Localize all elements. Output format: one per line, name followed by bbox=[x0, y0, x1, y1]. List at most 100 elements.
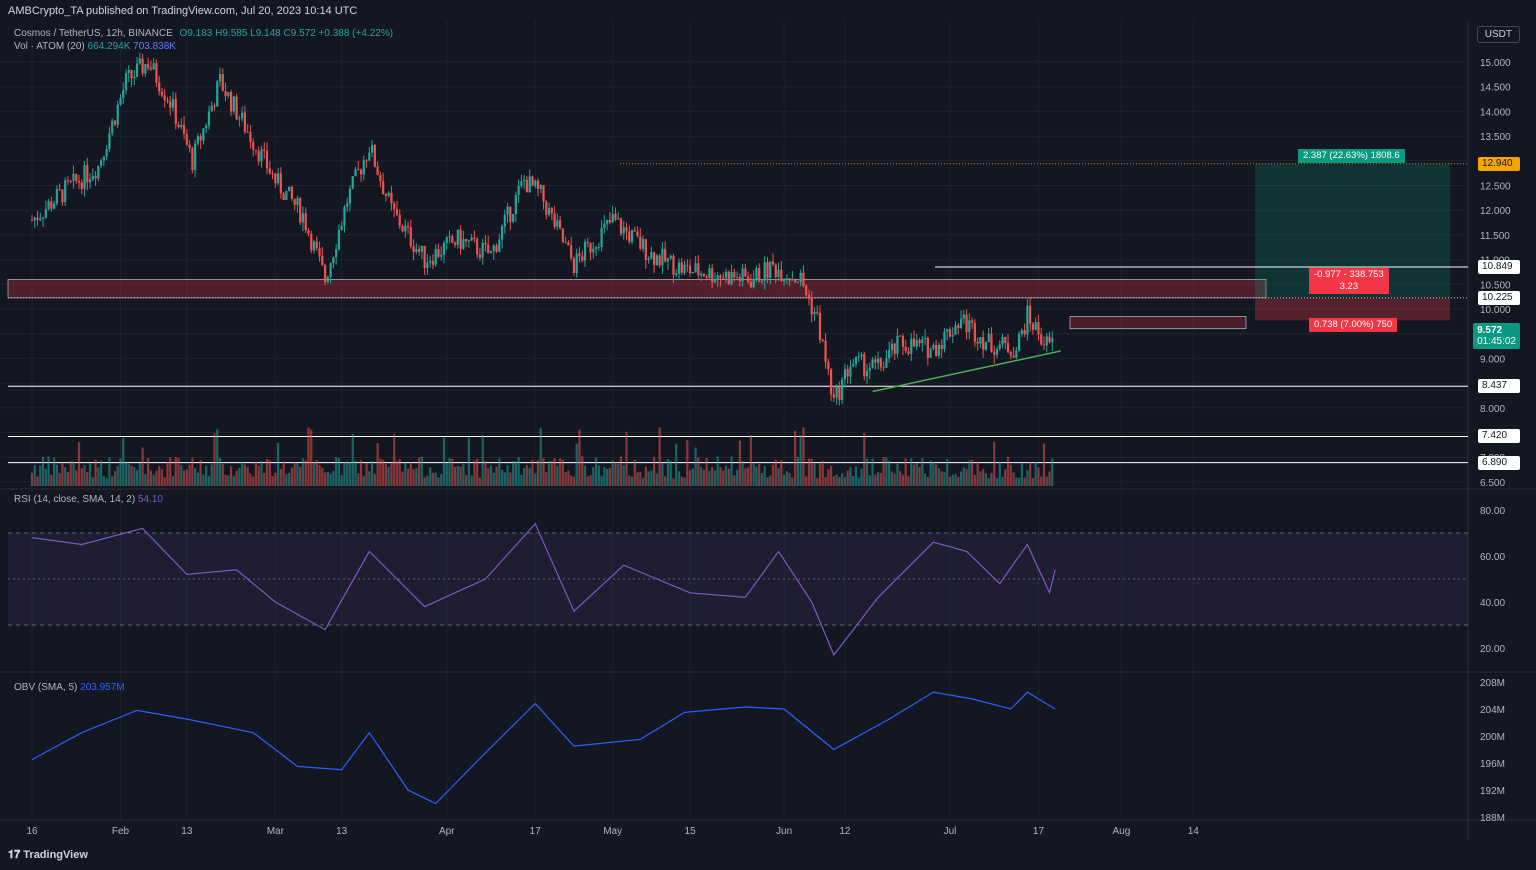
volume-bar bbox=[570, 475, 573, 486]
volume-bar bbox=[335, 457, 338, 486]
candle-body bbox=[451, 236, 454, 243]
volume-bar bbox=[921, 458, 924, 486]
volume-bar bbox=[926, 477, 929, 486]
volume-bar bbox=[841, 473, 844, 486]
time-tick-label: Aug bbox=[1113, 826, 1131, 837]
candle-body bbox=[241, 112, 244, 119]
candle-body bbox=[984, 342, 988, 350]
candle-body bbox=[434, 249, 437, 265]
candle-body bbox=[561, 228, 564, 242]
volume-bar bbox=[340, 475, 343, 486]
volume-bar bbox=[829, 465, 833, 486]
volume-bar bbox=[824, 477, 827, 486]
candle-body bbox=[406, 226, 410, 228]
volume-bar bbox=[664, 476, 667, 486]
price-tick-label: 6.500 bbox=[1480, 478, 1505, 489]
candle-body bbox=[583, 241, 587, 261]
volume-bar bbox=[323, 472, 327, 486]
candle-body bbox=[680, 262, 683, 273]
risk-reward-label[interactable]: -0.977 - 338.753 3.23 bbox=[1309, 268, 1389, 294]
candle-body bbox=[105, 149, 108, 157]
volume-bar bbox=[293, 462, 296, 486]
obv-value: 203.957M bbox=[80, 682, 125, 693]
volume-bar bbox=[661, 462, 664, 486]
candle-body bbox=[379, 175, 382, 182]
candle-body bbox=[567, 242, 570, 246]
candle-body bbox=[315, 241, 318, 249]
time-tick-label: 16 bbox=[26, 826, 38, 837]
candle-body bbox=[769, 261, 772, 278]
volume-bar bbox=[440, 474, 443, 486]
volume-legend[interactable]: Vol · ATOM (20) 664.294K 703.838K bbox=[14, 41, 176, 52]
time-tick-label: 14 bbox=[1188, 826, 1200, 837]
target-label[interactable]: 2.387 (22.63%) 1808.6 bbox=[1298, 149, 1405, 163]
bar-countdown: 01:45:02 bbox=[1477, 336, 1516, 347]
candle-body bbox=[487, 244, 490, 254]
candle-body bbox=[1009, 352, 1012, 356]
candle-body bbox=[691, 271, 694, 274]
obv-legend[interactable]: OBV (SMA, 5) 203.957M bbox=[14, 682, 125, 693]
stop-zone bbox=[1255, 298, 1450, 321]
volume-bar bbox=[733, 475, 736, 486]
volume-bar bbox=[171, 476, 175, 486]
candle-body bbox=[608, 219, 611, 223]
candle-body bbox=[852, 364, 855, 367]
volume-bar bbox=[821, 460, 824, 486]
volume-bar bbox=[138, 463, 141, 486]
obv-tick-label: 188M bbox=[1480, 813, 1505, 824]
volume-bar bbox=[702, 469, 705, 486]
rsi-line bbox=[31, 522, 1056, 657]
candle-body bbox=[644, 239, 647, 260]
volume-bar bbox=[476, 458, 479, 486]
volume-bar bbox=[1015, 477, 1018, 486]
volume-bar bbox=[418, 457, 421, 486]
volume-bar bbox=[487, 467, 490, 486]
volume-bar bbox=[97, 467, 100, 486]
candle-body bbox=[868, 367, 871, 371]
volume-bar bbox=[279, 469, 282, 486]
candle-body bbox=[760, 280, 764, 282]
volume-bar bbox=[252, 476, 255, 486]
candle-body bbox=[506, 206, 509, 215]
candle-body bbox=[232, 96, 235, 112]
candle-body bbox=[962, 314, 965, 319]
volume-bar bbox=[1026, 470, 1029, 486]
tradingview-logo[interactable]: 𝟏𝟕 TradingView bbox=[8, 849, 88, 862]
rsi-legend[interactable]: RSI (14, close, SMA, 14, 2) 54.10 bbox=[14, 494, 163, 505]
candle-body bbox=[935, 344, 938, 356]
candle-body bbox=[271, 173, 274, 175]
symbol-title[interactable]: Cosmos / TetherUS, 12h, BINANCE bbox=[14, 28, 173, 39]
candle-body bbox=[782, 279, 786, 282]
candle-body bbox=[528, 176, 531, 193]
candle-body bbox=[724, 271, 728, 279]
symbol-legend[interactable]: Cosmos / TetherUS, 12h, BINANCE O9.183 H… bbox=[14, 28, 393, 39]
candle-body bbox=[111, 120, 114, 134]
volume-bar bbox=[611, 460, 614, 486]
candle-body bbox=[824, 340, 827, 362]
candle-body bbox=[727, 271, 730, 285]
candle-body bbox=[108, 133, 111, 150]
time-tick-label: 13 bbox=[336, 826, 348, 837]
price-tick-label: 11.500 bbox=[1480, 231, 1510, 242]
time-tick-label: 12 bbox=[839, 826, 851, 837]
candle-body bbox=[849, 366, 852, 377]
candle-body bbox=[465, 239, 468, 242]
volume-bar bbox=[799, 435, 802, 486]
candle-body bbox=[260, 149, 263, 162]
obv-label: OBV (SMA, 5) bbox=[14, 682, 78, 693]
candle-body bbox=[55, 189, 58, 204]
volume-bar bbox=[982, 469, 985, 486]
candle-body bbox=[77, 180, 81, 183]
candle-body bbox=[653, 252, 656, 266]
volume-bar bbox=[559, 458, 562, 486]
volume-bar bbox=[152, 474, 155, 486]
volume-bar bbox=[33, 465, 36, 486]
currency-button[interactable]: USDT bbox=[1476, 26, 1520, 43]
candle-body bbox=[697, 263, 700, 276]
volume-bar bbox=[901, 474, 905, 486]
stop-label[interactable]: 0.738 (7.00%) 750 bbox=[1309, 318, 1398, 332]
volume-bar bbox=[630, 476, 634, 486]
volume-bar bbox=[445, 463, 448, 486]
